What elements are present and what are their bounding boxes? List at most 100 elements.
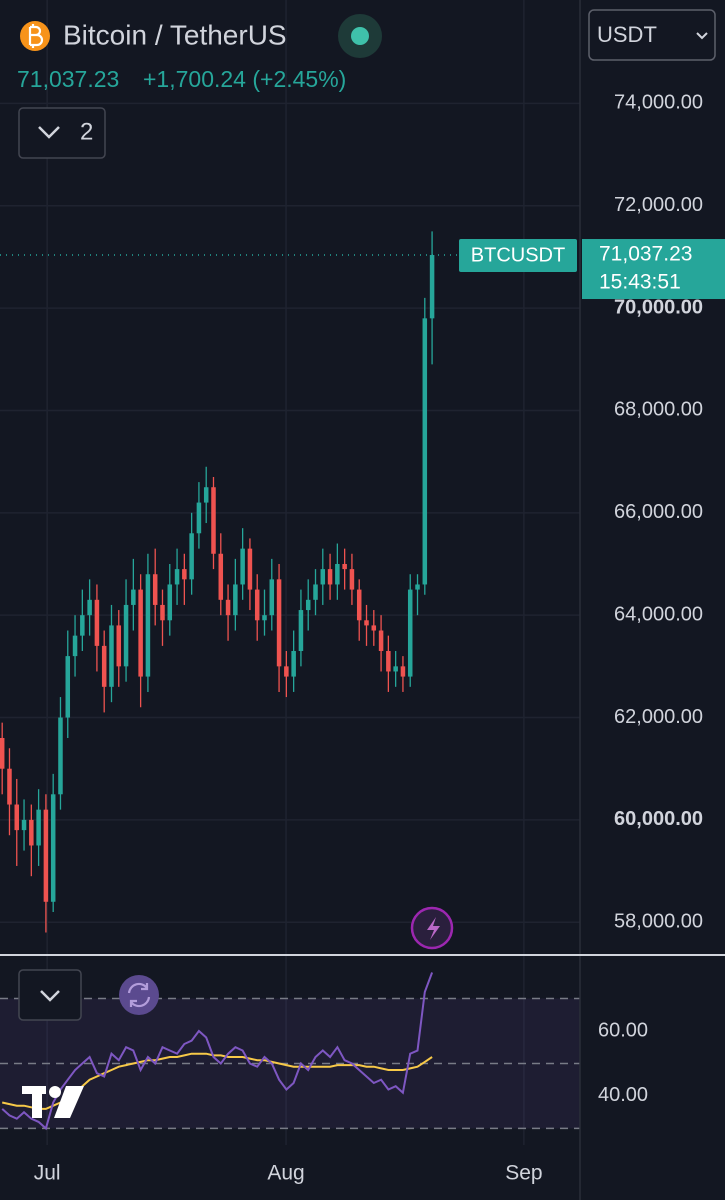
- candle-body: [291, 650, 296, 677]
- candle-body: [0, 738, 5, 769]
- candle-body: [342, 563, 347, 570]
- countdown-label: 15:43:51: [599, 271, 681, 294]
- refresh-button[interactable]: [119, 975, 159, 1015]
- candle-body: [101, 645, 107, 687]
- candle-body: [109, 625, 114, 687]
- candle-body: [386, 650, 391, 672]
- y-tick-label: 68,000.00: [614, 399, 703, 421]
- candle-body: [247, 548, 253, 590]
- candle-body: [50, 794, 56, 902]
- candle-body: [7, 768, 12, 805]
- y-tick-label: 60.00: [598, 1019, 648, 1041]
- candle-body: [240, 548, 245, 585]
- chevron-icon: [38, 126, 60, 139]
- candle-body: [203, 487, 209, 503]
- candle-body: [14, 804, 20, 831]
- candle-body: [80, 615, 85, 636]
- candle-body: [393, 666, 398, 672]
- candle-body: [378, 630, 384, 651]
- candle-body: [284, 666, 289, 677]
- chevron-icon: [40, 990, 60, 1002]
- candle-body: [429, 255, 435, 319]
- y-tick-label: 70,000.00: [614, 296, 703, 318]
- candle-body: [152, 574, 158, 605]
- candle-body: [58, 717, 63, 795]
- x-tick-label: Jul: [34, 1162, 61, 1185]
- y-tick-label: 58,000.00: [614, 911, 703, 933]
- price-tag-label: 71,037.23: [599, 243, 692, 266]
- candle-body: [415, 584, 420, 590]
- candle-body: [218, 553, 224, 600]
- y-tick-label: 66,000.00: [614, 501, 703, 523]
- symbol-tag-label: BTCUSDT: [471, 244, 565, 266]
- candle-body: [131, 589, 136, 605]
- candle-body: [320, 569, 326, 585]
- price-tag: [582, 239, 725, 300]
- pane-toggle[interactable]: [18, 969, 82, 1021]
- y-tick-label: 60,000.00: [614, 808, 703, 830]
- candle-body: [29, 819, 34, 846]
- currency-select[interactable]: [588, 9, 716, 61]
- candle-body: [196, 502, 202, 534]
- price-change: +1,700.24 (+2.45%): [143, 66, 346, 92]
- candle-body: [327, 569, 333, 585]
- candle-body: [87, 599, 92, 616]
- candle-body: [116, 625, 122, 667]
- candle-body: [72, 635, 78, 657]
- y-tick-label: 74,000.00: [614, 92, 703, 114]
- candle-body: [189, 533, 194, 580]
- logo-part: [54, 1086, 84, 1118]
- currency-label: USDT: [597, 22, 657, 47]
- y-tick-label: 64,000.00: [614, 603, 703, 625]
- candle-body: [138, 589, 143, 677]
- candle-body: [407, 589, 413, 677]
- status-dot: [351, 27, 369, 45]
- logo-part: [49, 1086, 61, 1098]
- candle-body: [145, 574, 151, 677]
- candle-body: [276, 579, 282, 667]
- indicator-count: 2: [80, 118, 93, 145]
- candle-body: [254, 589, 260, 621]
- candle-body: [298, 610, 304, 651]
- candle-body: [94, 599, 100, 646]
- candle-body: [174, 569, 180, 585]
- x-tick-label: Aug: [267, 1162, 304, 1185]
- candle-body: [313, 584, 318, 600]
- indicator-toggle[interactable]: [18, 107, 106, 159]
- y-tick-label: 72,000.00: [614, 194, 703, 216]
- candle-body: [335, 563, 340, 585]
- y-tick-label: 40.00: [598, 1084, 648, 1106]
- candle-body: [262, 615, 267, 621]
- logo-part: [32, 1086, 42, 1118]
- candle-body: [305, 599, 311, 611]
- candle-body: [349, 569, 355, 590]
- candle-body: [371, 625, 377, 631]
- candle-body: [269, 579, 275, 616]
- x-tick-label: Sep: [505, 1162, 542, 1185]
- candle-body: [36, 809, 41, 846]
- symbol-title: Bitcoin / TetherUS: [63, 19, 287, 50]
- candle-body: [65, 656, 71, 718]
- logo: [22, 1086, 84, 1118]
- indicator-line: [1, 972, 434, 1131]
- refresh-icon: [127, 982, 151, 1008]
- bitcoin-glyph: [28, 24, 44, 48]
- dropdown-icon: [696, 32, 708, 40]
- symbol-tag: [459, 239, 577, 273]
- candle-body: [233, 584, 238, 616]
- lightning-glyph: [427, 917, 440, 940]
- candle-body: [400, 666, 406, 677]
- candle-body: [422, 318, 428, 585]
- candle-body: [160, 604, 165, 621]
- candle-body: [356, 589, 362, 621]
- candle-body: [123, 604, 129, 667]
- candle-body: [364, 620, 369, 626]
- last-price: 71,037.23: [17, 66, 119, 92]
- candle-body: [43, 809, 49, 902]
- y-tick-label: 62,000.00: [614, 706, 703, 728]
- candle-body: [21, 819, 27, 831]
- candle-body: [225, 599, 231, 616]
- candle-body: [211, 487, 216, 554]
- candle-body: [167, 584, 173, 621]
